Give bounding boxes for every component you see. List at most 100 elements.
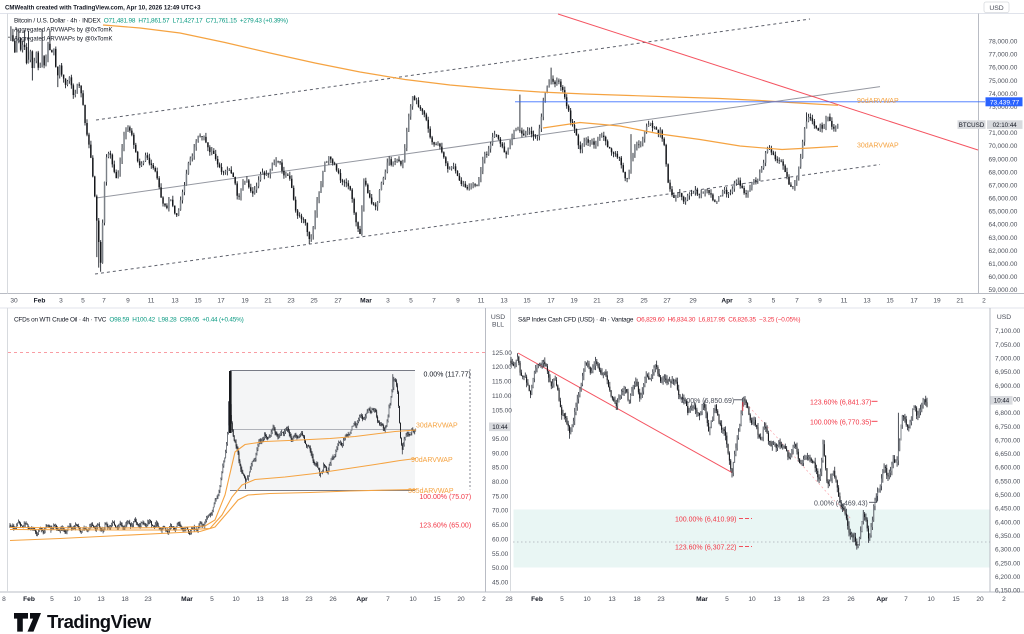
svg-text:USD: USD bbox=[989, 5, 1003, 12]
svg-text:80.00: 80.00 bbox=[492, 479, 509, 486]
svg-text:7: 7 bbox=[386, 596, 390, 603]
svg-text:67,000.00: 67,000.00 bbox=[989, 182, 1018, 189]
svg-text:13: 13 bbox=[256, 596, 264, 603]
svg-text:BLL: BLL bbox=[492, 322, 504, 329]
svg-text:0.00% (6,469.43): 0.00% (6,469.43) bbox=[814, 500, 868, 507]
svg-text:25: 25 bbox=[310, 298, 318, 305]
svg-text:15: 15 bbox=[433, 596, 441, 603]
svg-text:18: 18 bbox=[633, 596, 641, 603]
svg-text:6,300.00: 6,300.00 bbox=[995, 547, 1021, 554]
svg-text:6,450.00: 6,450.00 bbox=[995, 506, 1021, 513]
svg-text:6,400.00: 6,400.00 bbox=[995, 519, 1021, 526]
svg-text:13: 13 bbox=[97, 596, 105, 603]
svg-text:BTCUSD: BTCUSD bbox=[959, 122, 985, 129]
svg-text:21: 21 bbox=[593, 298, 601, 305]
svg-text:17: 17 bbox=[910, 298, 918, 305]
svg-text:105.00: 105.00 bbox=[492, 407, 512, 414]
svg-text:77,000.00: 77,000.00 bbox=[989, 52, 1018, 59]
svg-text:18: 18 bbox=[797, 596, 805, 603]
svg-text:100.00% (6,770.35): 100.00% (6,770.35) bbox=[810, 419, 872, 426]
svg-text:6,900.00: 6,900.00 bbox=[995, 383, 1021, 390]
svg-text:2: 2 bbox=[1002, 596, 1006, 603]
svg-text:73,000.00: 73,000.00 bbox=[989, 104, 1018, 111]
svg-text:Mar: Mar bbox=[696, 596, 708, 603]
svg-text:3: 3 bbox=[59, 298, 63, 305]
svg-text:66,000.00: 66,000.00 bbox=[989, 196, 1018, 203]
svg-text:6,500.00: 6,500.00 bbox=[995, 492, 1021, 499]
svg-text:Apr: Apr bbox=[876, 596, 888, 603]
svg-text:100.00% (75.07): 100.00% (75.07) bbox=[419, 494, 471, 501]
svg-text:23: 23 bbox=[144, 596, 152, 603]
svg-text:63,000.00: 63,000.00 bbox=[989, 235, 1018, 242]
svg-text:10:44: 10:44 bbox=[994, 398, 1010, 405]
svg-text:11: 11 bbox=[148, 298, 155, 305]
svg-text:Mar: Mar bbox=[360, 298, 372, 305]
svg-text:23: 23 bbox=[287, 298, 295, 305]
svg-text:115.00: 115.00 bbox=[492, 379, 512, 386]
svg-text:13: 13 bbox=[500, 298, 508, 305]
svg-text:USD: USD bbox=[491, 314, 505, 321]
svg-text:10: 10 bbox=[583, 596, 591, 603]
svg-text:0.00% (6,850.69): 0.00% (6,850.69) bbox=[681, 398, 735, 405]
svg-text:125.00: 125.00 bbox=[492, 350, 512, 357]
svg-text:3: 3 bbox=[748, 298, 752, 305]
svg-text:15: 15 bbox=[952, 596, 960, 603]
svg-text:18: 18 bbox=[281, 596, 289, 603]
svg-text:5: 5 bbox=[772, 298, 776, 305]
svg-text:60.00: 60.00 bbox=[492, 536, 509, 543]
svg-text:10: 10 bbox=[232, 596, 240, 603]
svg-text:Apr: Apr bbox=[356, 596, 368, 603]
svg-text:7,000.00: 7,000.00 bbox=[995, 356, 1021, 363]
svg-text:50.00: 50.00 bbox=[492, 565, 509, 572]
svg-text:123.60% (65.00): 123.60% (65.00) bbox=[419, 523, 471, 530]
svg-text:5: 5 bbox=[725, 596, 729, 603]
svg-text:10: 10 bbox=[73, 596, 81, 603]
svg-text:30: 30 bbox=[10, 298, 18, 305]
svg-text:21: 21 bbox=[264, 298, 272, 305]
svg-text:CMWealth created with TradingV: CMWealth created with TradingView.com, A… bbox=[5, 5, 201, 12]
svg-text:28: 28 bbox=[505, 596, 513, 603]
svg-text:10: 10 bbox=[927, 596, 935, 603]
svg-text:71,000.00: 71,000.00 bbox=[989, 130, 1018, 137]
svg-text:6,200.00: 6,200.00 bbox=[995, 574, 1021, 581]
svg-text:17: 17 bbox=[547, 298, 555, 305]
svg-text:64,000.00: 64,000.00 bbox=[989, 222, 1018, 229]
svg-text:5: 5 bbox=[409, 298, 413, 305]
svg-text:30dARVWAP: 30dARVWAP bbox=[857, 143, 899, 150]
svg-text:13: 13 bbox=[863, 298, 871, 305]
svg-text:23: 23 bbox=[822, 596, 830, 603]
svg-text:26: 26 bbox=[847, 596, 855, 603]
svg-text:11: 11 bbox=[841, 298, 848, 305]
svg-text:85.00: 85.00 bbox=[492, 465, 509, 472]
svg-text:27: 27 bbox=[334, 298, 342, 305]
svg-text:6,950.00: 6,950.00 bbox=[995, 369, 1021, 376]
svg-text:74,000.00: 74,000.00 bbox=[989, 91, 1018, 98]
svg-text:6,550.00: 6,550.00 bbox=[995, 478, 1021, 485]
svg-text:59,000.00: 59,000.00 bbox=[989, 287, 1018, 294]
svg-text:365dARVWAP: 365dARVWAP bbox=[408, 488, 454, 495]
svg-text:3: 3 bbox=[386, 298, 390, 305]
svg-text:26: 26 bbox=[329, 596, 337, 603]
svg-text:75,000.00: 75,000.00 bbox=[989, 78, 1018, 85]
svg-text:70,000.00: 70,000.00 bbox=[989, 143, 1018, 150]
svg-text:6,650.00: 6,650.00 bbox=[995, 451, 1021, 458]
svg-text:15: 15 bbox=[886, 298, 894, 305]
svg-text:10:44: 10:44 bbox=[492, 424, 508, 431]
svg-text:62,000.00: 62,000.00 bbox=[989, 248, 1018, 255]
svg-text:95.00: 95.00 bbox=[492, 436, 509, 443]
svg-text:TradingView: TradingView bbox=[47, 611, 152, 632]
svg-text:5: 5 bbox=[81, 298, 85, 305]
svg-text:Mar: Mar bbox=[181, 596, 193, 603]
svg-text:5: 5 bbox=[560, 596, 564, 603]
svg-text:15: 15 bbox=[523, 298, 531, 305]
svg-text:6,800.00: 6,800.00 bbox=[995, 410, 1021, 417]
svg-text:Feb: Feb bbox=[34, 298, 46, 305]
svg-text:123.60% (6,307.22): 123.60% (6,307.22) bbox=[675, 544, 737, 551]
svg-text:27: 27 bbox=[663, 298, 671, 305]
svg-text:Feb: Feb bbox=[23, 596, 35, 603]
svg-text:65.00: 65.00 bbox=[492, 522, 509, 529]
svg-text:2: 2 bbox=[482, 596, 486, 603]
svg-text:20: 20 bbox=[976, 596, 984, 603]
svg-text:60,000.00: 60,000.00 bbox=[989, 274, 1018, 281]
svg-text:02:10:44: 02:10:44 bbox=[993, 122, 1018, 129]
